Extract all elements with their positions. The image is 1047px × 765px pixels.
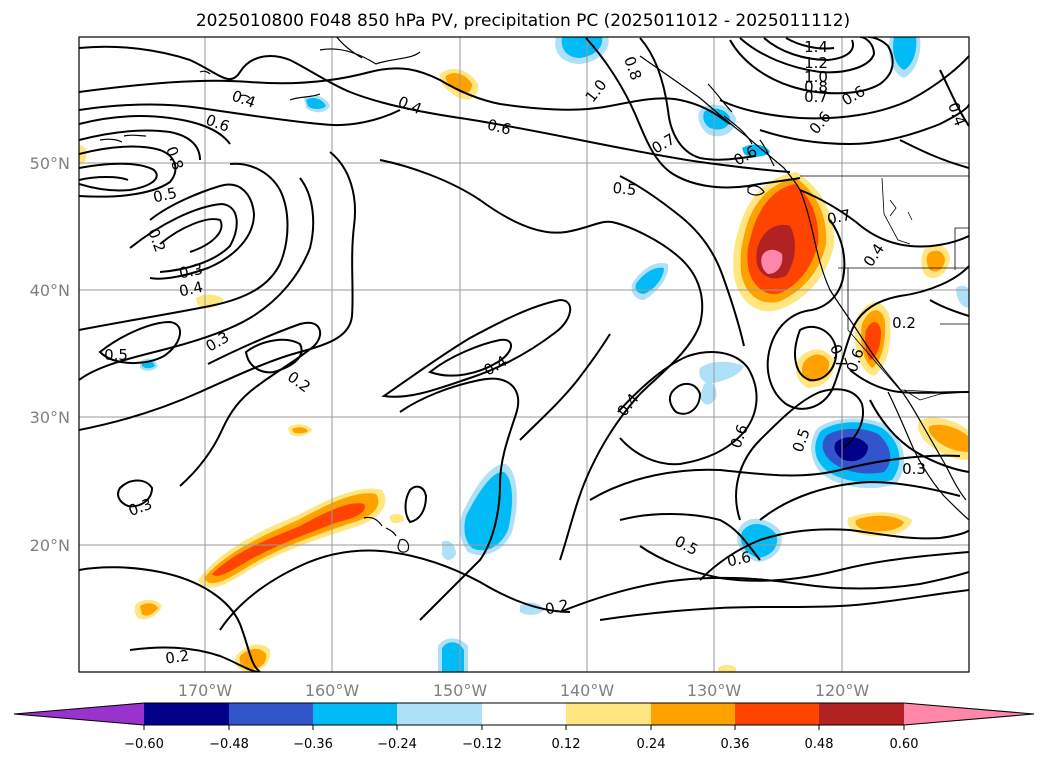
- contour-label: 0.8: [804, 78, 828, 96]
- lat-label: 30°N: [30, 408, 70, 427]
- colorbar-swatch: [735, 703, 819, 725]
- lon-label: 160°W: [305, 681, 360, 700]
- colorbar-tick-label: −0.12: [462, 737, 502, 752]
- contour-label: 0.5: [104, 346, 128, 364]
- contour-label: 0.4: [177, 278, 204, 301]
- colorbar-swatch: [482, 703, 566, 725]
- contour-label: 0.7: [825, 206, 852, 229]
- longitude-labels: 170°W 160°W 150°W 140°W 130°W 120°W: [178, 681, 870, 700]
- colorbar-swatch: [566, 703, 651, 725]
- lon-label: 150°W: [433, 681, 488, 700]
- contour-label: 0.2: [164, 646, 190, 667]
- colorbar-tick-label: 0.60: [890, 737, 919, 752]
- colorbar-upper-extension: [904, 703, 1034, 725]
- contour-label: 0.6: [725, 548, 752, 571]
- colorbar-tick-label: 0.36: [721, 737, 750, 752]
- colorbar-tick-label: −0.60: [124, 737, 164, 752]
- colorbar-swatch: [819, 703, 904, 725]
- contour-label: 1.2: [804, 54, 828, 72]
- borders: [800, 175, 969, 401]
- lon-label: 120°W: [815, 681, 870, 700]
- colorbar-swatch: [144, 703, 229, 725]
- colorbar-tick-label: 0.12: [552, 737, 581, 752]
- colorbar-tick-label: −0.24: [377, 737, 417, 752]
- contour-label: 0.5: [151, 184, 178, 207]
- colorbar-swatch: [651, 703, 735, 725]
- contour-label: 1.4: [804, 38, 828, 56]
- colorbar-tick-label: −0.36: [293, 737, 333, 752]
- contour-label: 0.5: [612, 179, 638, 199]
- colorbar-lower-extension: [14, 703, 144, 725]
- colorbar-tick-label: 0.24: [637, 737, 666, 752]
- contour-label: 0.6: [485, 116, 513, 139]
- colorbar-swatch: [229, 703, 313, 725]
- contour-label: 0.3: [177, 260, 204, 283]
- contour-labels: 0.4 0.4 0.6 0.7 0.8 0.5 0.2 0.3 0.4 0.3 …: [104, 38, 969, 668]
- lon-label: 170°W: [178, 681, 233, 700]
- latitude-labels: 50°N 40°N 30°N 20°N: [30, 154, 70, 555]
- lat-label: 40°N: [30, 281, 70, 300]
- lat-label: 50°N: [30, 154, 70, 173]
- colorbar-tick-label: 0.48: [805, 737, 834, 752]
- colorbar-tick-label: −0.48: [209, 737, 249, 752]
- contour-label: 0.7: [804, 88, 828, 106]
- colorbar-swatch: [313, 703, 397, 725]
- colorbar: −0.60 −0.48 −0.36 −0.24 −0.12 0.12 0.24 …: [13, 702, 1035, 752]
- contour-label: 1.0: [804, 68, 828, 86]
- map-panel: 0.4 0.4 0.6 0.7 0.8 0.5 0.2 0.3 0.4 0.3 …: [30, 36, 970, 700]
- map-frame: [78, 36, 970, 673]
- contour-label: 0.2: [543, 596, 570, 619]
- coastlines: [99, 37, 969, 553]
- contour-label: 0.2: [892, 314, 916, 332]
- map-title: 2025010800 F048 850 hPa PV, precipitatio…: [196, 11, 850, 31]
- lon-label: 130°W: [687, 681, 742, 700]
- contour-label: 0.3: [902, 460, 926, 478]
- lat-label: 20°N: [30, 536, 70, 555]
- pv-contours: [79, 37, 969, 672]
- precip-positive-shading: [79, 69, 968, 672]
- lon-label: 140°W: [560, 681, 615, 700]
- colorbar-swatch: [397, 703, 482, 725]
